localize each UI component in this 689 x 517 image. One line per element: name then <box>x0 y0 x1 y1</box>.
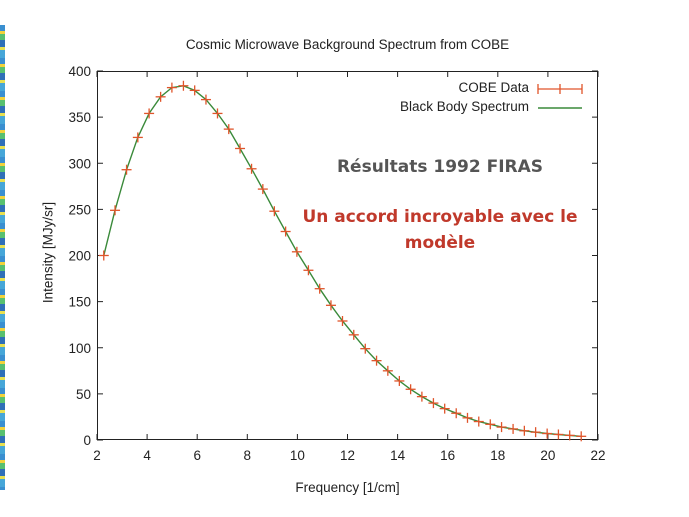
cobe-data-point <box>394 375 405 386</box>
chart-title: Cosmic Microwave Background Spectrum fro… <box>185 37 510 52</box>
x-tick-label: 20 <box>540 448 555 463</box>
annotation-agreement-line1: Un accord incroyable avec le <box>302 207 578 227</box>
cobe-data-point <box>257 184 268 195</box>
x-tick-label: 12 <box>340 448 355 463</box>
x-tick-label: 14 <box>390 448 406 463</box>
cobe-data-point <box>246 163 257 174</box>
cobe-data-point <box>325 300 336 311</box>
cobe-data-point <box>155 91 166 102</box>
y-tick-label: 50 <box>76 387 91 402</box>
x-tick-label: 16 <box>440 448 455 463</box>
left-edge-strip <box>0 25 5 490</box>
cobe-data-point <box>337 315 348 326</box>
y-tick-label: 150 <box>68 295 91 310</box>
cobe-data-point <box>189 85 200 96</box>
cobe-data-point <box>564 430 575 441</box>
cobe-data-point <box>576 431 587 442</box>
cobe-data-point <box>200 94 211 105</box>
cobe-data-point <box>485 419 496 430</box>
cobe-data-point <box>178 80 189 91</box>
x-axis-label: Frequency [1/cm] <box>295 480 400 495</box>
cobe-data-point <box>132 132 143 143</box>
y-tick-label: 250 <box>68 202 91 217</box>
cobe-data-point <box>382 365 393 376</box>
cobe-data-point <box>542 428 553 439</box>
legend-entry-cobe-data: COBE Data <box>458 80 529 95</box>
y-tick-label: 100 <box>68 341 91 356</box>
x-tick-label: 8 <box>244 448 252 463</box>
cobe-data-point <box>212 108 223 119</box>
y-axis-label: Intensity [MJy/sr] <box>40 201 56 304</box>
y-tick-label: 200 <box>68 249 91 264</box>
cobe-data-point <box>530 427 541 438</box>
x-tick-label: 18 <box>490 448 505 463</box>
cobe-data-point <box>428 398 439 409</box>
cobe-data-point <box>439 403 450 414</box>
cobe-data-point <box>496 422 507 433</box>
x-tick-label: 2 <box>93 448 101 463</box>
annotation-agreement-line2: modèle <box>404 233 476 253</box>
cobe-data-point <box>473 416 484 427</box>
y-tick-label: 400 <box>68 64 91 79</box>
cobe-data-point <box>553 429 564 440</box>
y-tick-label: 300 <box>68 156 91 171</box>
cobe-data-point <box>98 250 109 261</box>
cobe-data-point <box>416 391 427 402</box>
cobe-data-point <box>451 408 462 419</box>
cobe-data-point <box>462 412 473 423</box>
x-tick-label: 6 <box>193 448 201 463</box>
cobe-data-point <box>371 355 382 366</box>
legend-entry-black-body: Black Body Spectrum <box>399 99 529 114</box>
cobe-data-point <box>280 226 291 237</box>
cobe-data-point <box>314 283 325 294</box>
x-tick-label: 4 <box>143 448 151 463</box>
cobe-data-point <box>519 425 530 436</box>
annotation-results: Résultats 1992 FIRAS <box>336 157 544 177</box>
y-tick-label: 0 <box>83 433 91 448</box>
cobe-data-point <box>348 329 359 340</box>
cobe-data-point <box>235 143 246 154</box>
cobe-data-point <box>144 108 155 119</box>
cobe-data-point <box>121 164 132 175</box>
black-body-line <box>103 85 582 437</box>
cobe-data-point <box>110 205 121 216</box>
cobe-data-point <box>269 206 280 217</box>
cobe-data-point <box>291 246 302 257</box>
cobe-data-point <box>360 343 371 354</box>
cobe-data-point <box>303 265 314 276</box>
cobe-data-point <box>223 124 234 135</box>
y-tick-label: 350 <box>68 110 91 125</box>
cobe-data-point <box>405 384 416 395</box>
x-tick-label: 10 <box>290 448 305 463</box>
cobe-data-point <box>508 423 519 434</box>
x-tick-label: 22 <box>590 448 605 463</box>
cobe-data-point <box>166 82 177 93</box>
